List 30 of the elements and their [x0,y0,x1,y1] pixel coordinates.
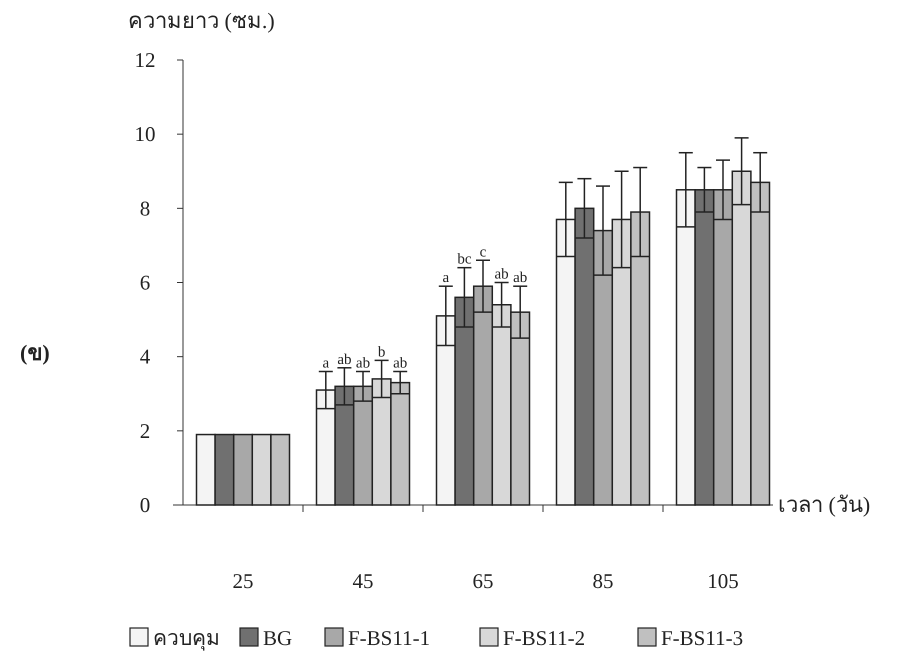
y-tick-label: 0 [140,493,150,517]
legend-label: F-BS11-2 [503,626,586,650]
annotation: ab [513,270,528,286]
x-tick-label: 65 [472,569,494,593]
x-tick-label: 25 [232,569,254,593]
y-tick-label: 12 [134,48,156,72]
annotation: b [378,344,386,360]
y-tick-label: 8 [140,196,150,220]
text: (ข) [20,340,50,365]
annotation: c [480,244,487,260]
y-tick-label: 4 [140,344,151,369]
annotation: ab [356,356,370,372]
annotation: bc [457,252,472,268]
x-tick-label: 85 [592,569,614,593]
annotation: a [322,356,330,372]
legend-label: ควบคุม [153,626,220,651]
legend-label: F-BS11-3 [661,626,744,650]
annotation: ab [337,352,352,368]
y-tick-label: 2 [140,418,150,443]
y-tick-label: 10 [134,122,156,146]
annotation: a [442,270,450,286]
legend-label: BG [263,626,292,650]
x-axis-title: เวลา (วัน) [778,492,870,517]
legend-label: F-BS11-1 [348,626,430,650]
y-axis-title: ความยาว (ซม.) [128,8,275,33]
annotation: ab [494,266,509,282]
annotation: ab [393,356,408,372]
x-tick-label: 45 [352,569,374,593]
x-tick-label: 105 [707,569,739,593]
y-tick-label: 6 [140,270,150,294]
